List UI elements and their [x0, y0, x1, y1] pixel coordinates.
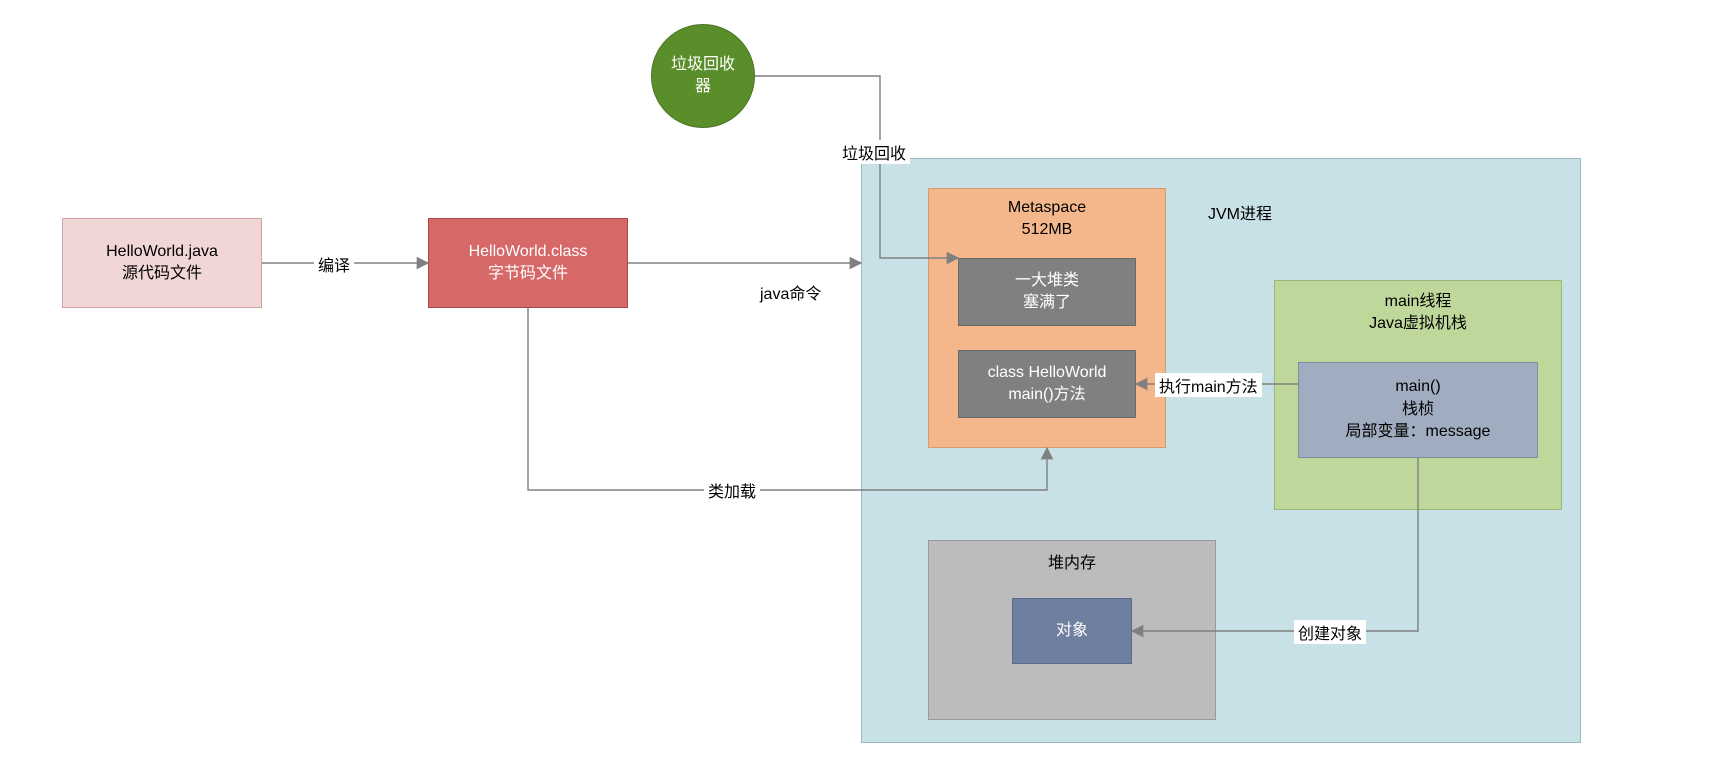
gc-line1: 垃圾回收: [671, 54, 735, 76]
gc-circle: 垃圾回收 器: [651, 24, 755, 128]
edge-label-exec-main: 执行main方法: [1155, 373, 1262, 397]
edge-label-create-obj: 创建对象: [1294, 620, 1366, 644]
stack-line1: main(): [1395, 376, 1440, 398]
metaspace-classes-box: 一大堆类 塞满了: [958, 258, 1136, 326]
stack-line3: 局部变量：message: [1346, 421, 1491, 443]
metaspace-line1: Metaspace: [1008, 197, 1086, 219]
java-file-box: HelloWorld.java 源代码文件: [62, 218, 262, 308]
edge-label-java-cmd: java命令: [756, 280, 825, 304]
jvm-title: JVM进程: [1180, 200, 1300, 224]
edge-label-compile: 编译: [314, 252, 354, 276]
metaspace-line2: 512MB: [1022, 219, 1073, 241]
edge-label-gc: 垃圾回收: [838, 140, 910, 164]
main-thread-line1: main线程: [1385, 291, 1452, 313]
meta2-line1: class HelloWorld: [988, 362, 1107, 384]
gc-line2: 器: [695, 76, 711, 98]
main-thread-line2: Java虚拟机栈: [1369, 313, 1467, 335]
meta1-line2: 塞满了: [1023, 292, 1071, 314]
java-file-line2: 源代码文件: [122, 263, 202, 285]
heap-object-box: 对象: [1012, 598, 1132, 664]
heap-obj-label: 对象: [1056, 620, 1088, 642]
stack-frame-box: main() 栈桢 局部变量：message: [1298, 362, 1538, 458]
class-file-line2: 字节码文件: [488, 263, 568, 285]
stack-line2: 栈桢: [1402, 399, 1434, 421]
edge-label-classload: 类加载: [704, 478, 760, 502]
meta1-line1: 一大堆类: [1015, 270, 1079, 292]
class-file-box: HelloWorld.class 字节码文件: [428, 218, 628, 308]
heap-title: 堆内存: [1048, 553, 1096, 575]
class-file-line1: HelloWorld.class: [469, 241, 588, 263]
metaspace-helloworld-box: class HelloWorld main()方法: [958, 350, 1136, 418]
java-file-line1: HelloWorld.java: [106, 241, 218, 263]
meta2-line2: main()方法: [1008, 384, 1085, 406]
